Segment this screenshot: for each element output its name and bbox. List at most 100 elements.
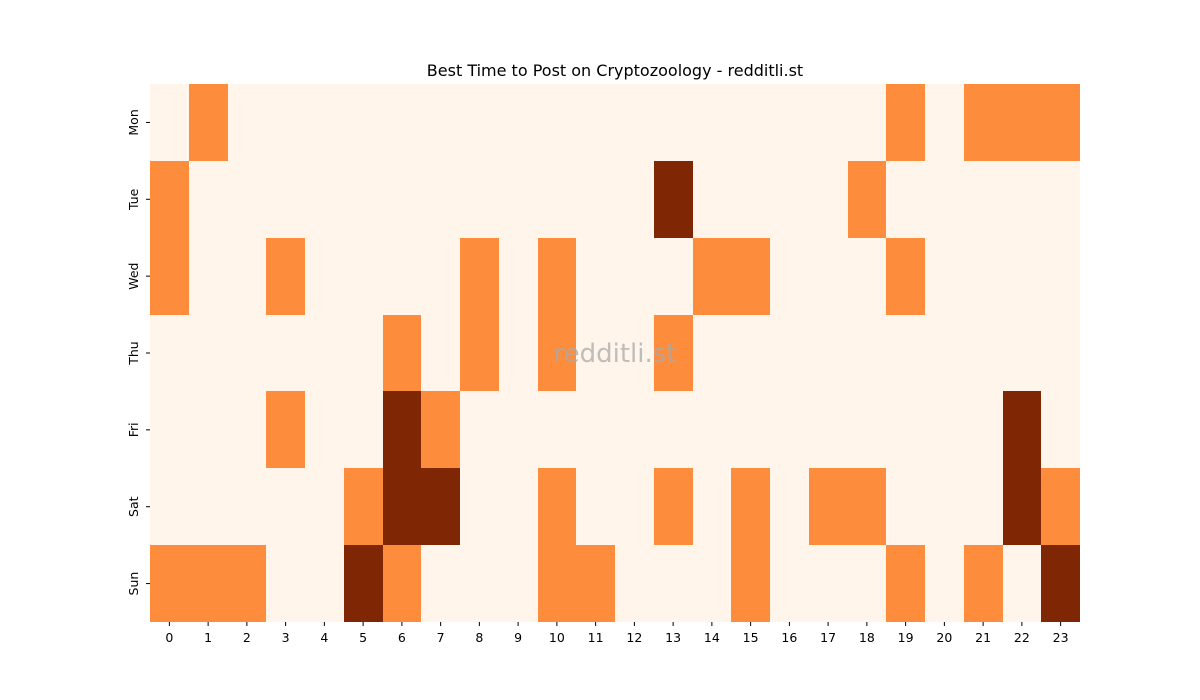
- y-tick-label: Tue: [126, 188, 141, 211]
- heatmap-cell-thu-0: [150, 315, 189, 391]
- x-tick-label: 8: [475, 630, 483, 645]
- heatmap-cell-tue-17: [809, 161, 848, 238]
- heatmap-cell-sun-3: [266, 545, 305, 622]
- x-tick-label: 6: [398, 630, 406, 645]
- heatmap-cell-wed-10: [538, 238, 576, 315]
- heatmap-cell-mon-9: [499, 84, 538, 161]
- heatmap-cell-sat-6: [383, 468, 421, 545]
- heatmap-cell-fri-11: [576, 391, 615, 468]
- x-tick-label: 0: [165, 630, 173, 645]
- heatmap-cell-tue-7: [421, 161, 460, 238]
- heatmap-cell-sat-20: [925, 468, 964, 545]
- heatmap-cell-fri-9: [499, 391, 538, 468]
- heatmap-cell-thu-21: [964, 315, 1003, 391]
- heatmap-cell-fri-21: [964, 391, 1003, 468]
- heatmap-cell-tue-15: [731, 161, 770, 238]
- heatmap-cell-tue-5: [344, 161, 383, 238]
- heatmap-cell-fri-2: [228, 391, 266, 468]
- heatmap-cell-sat-14: [693, 468, 731, 545]
- heatmap-cell-thu-4: [305, 315, 344, 391]
- heatmap-cell-wed-6: [383, 238, 421, 315]
- heatmap-cell-wed-7: [421, 238, 460, 315]
- heatmap-cell-thu-2: [228, 315, 266, 391]
- heatmap-cell-tue-12: [615, 161, 654, 238]
- x-tick-label: 23: [1053, 630, 1069, 645]
- heatmap-cell-sat-22: [1003, 468, 1041, 545]
- heatmap-cell-sat-4: [305, 468, 344, 545]
- x-tick-label: 12: [626, 630, 642, 645]
- heatmap-cell-sun-7: [421, 545, 460, 622]
- heatmap-cell-mon-3: [266, 84, 305, 161]
- heatmap-cell-tue-2: [228, 161, 266, 238]
- heatmap-cell-thu-7: [421, 315, 460, 391]
- heatmap-cell-fri-5: [344, 391, 383, 468]
- x-tick-label: 10: [549, 630, 565, 645]
- heatmap-cell-thu-13: [654, 315, 693, 391]
- x-tick-label: 1: [204, 630, 212, 645]
- heatmap-cell-tue-9: [499, 161, 538, 238]
- heatmap-cell-wed-14: [693, 238, 731, 315]
- heatmap-cell-wed-21: [964, 238, 1003, 315]
- x-tick-label: 22: [1014, 630, 1030, 645]
- heatmap-cell-tue-11: [576, 161, 615, 238]
- heatmap-cell-mon-12: [615, 84, 654, 161]
- x-tick-label: 18: [859, 630, 875, 645]
- heatmap-cell-fri-16: [770, 391, 809, 468]
- heatmap-cell-sat-12: [615, 468, 654, 545]
- heatmap-cell-fri-13: [654, 391, 693, 468]
- heatmap-cell-sat-23: [1041, 468, 1080, 545]
- heatmap-cell-sat-17: [809, 468, 848, 545]
- heatmap-cell-fri-1: [189, 391, 228, 468]
- heatmap-cell-sat-13: [654, 468, 693, 545]
- heatmap-cell-sat-9: [499, 468, 538, 545]
- heatmap-cell-sat-8: [460, 468, 499, 545]
- heatmap-cell-wed-20: [925, 238, 964, 315]
- heatmap-cell-mon-17: [809, 84, 848, 161]
- heatmap-cell-tue-16: [770, 161, 809, 238]
- heatmap-cell-sat-3: [266, 468, 305, 545]
- heatmap-cell-mon-15: [731, 84, 770, 161]
- heatmap-cells: [150, 84, 1080, 622]
- heatmap-cell-mon-7: [421, 84, 460, 161]
- heatmap-cell-wed-3: [266, 238, 305, 315]
- heatmap-cell-sun-17: [809, 545, 848, 622]
- x-tick-label: 2: [243, 630, 251, 645]
- heatmap-cell-sat-16: [770, 468, 809, 545]
- heatmap-cell-mon-22: [1003, 84, 1041, 161]
- heatmap-cell-sun-13: [654, 545, 693, 622]
- y-tick-label: Fri: [126, 422, 141, 437]
- heatmap-cell-mon-19: [886, 84, 925, 161]
- heatmap-cell-fri-22: [1003, 391, 1041, 468]
- x-tick-label: 7: [437, 630, 445, 645]
- heatmap-cell-sun-8: [460, 545, 499, 622]
- heatmap-cell-sun-2: [228, 545, 266, 622]
- heatmap-cell-sat-0: [150, 468, 189, 545]
- heatmap-cell-mon-20: [925, 84, 964, 161]
- heatmap-cell-tue-3: [266, 161, 305, 238]
- heatmap-cell-fri-14: [693, 391, 731, 468]
- heatmap-cell-thu-3: [266, 315, 305, 391]
- heatmap-cell-wed-19: [886, 238, 925, 315]
- x-tick-label: 20: [936, 630, 952, 645]
- heatmap-cell-sat-15: [731, 468, 770, 545]
- heatmap-cell-sun-0: [150, 545, 189, 622]
- heatmap-cell-sat-21: [964, 468, 1003, 545]
- heatmap-cell-wed-12: [615, 238, 654, 315]
- heatmap-cell-wed-11: [576, 238, 615, 315]
- heatmap-cell-thu-19: [886, 315, 925, 391]
- heatmap-cell-thu-14: [693, 315, 731, 391]
- heatmap-cell-wed-2: [228, 238, 266, 315]
- x-tick-label: 15: [743, 630, 759, 645]
- heatmap-cell-wed-1: [189, 238, 228, 315]
- y-tick-label: Sun: [126, 572, 141, 596]
- heatmap-cell-wed-9: [499, 238, 538, 315]
- x-tick-label: 21: [975, 630, 991, 645]
- heatmap-cell-mon-5: [344, 84, 383, 161]
- heatmap-cell-wed-23: [1041, 238, 1080, 315]
- x-tick-label: 19: [898, 630, 914, 645]
- heatmap-cell-fri-7: [421, 391, 460, 468]
- x-tick-label: 9: [514, 630, 522, 645]
- heatmap-cell-sat-18: [848, 468, 886, 545]
- heatmap-cell-thu-11: [576, 315, 615, 391]
- heatmap-cell-fri-20: [925, 391, 964, 468]
